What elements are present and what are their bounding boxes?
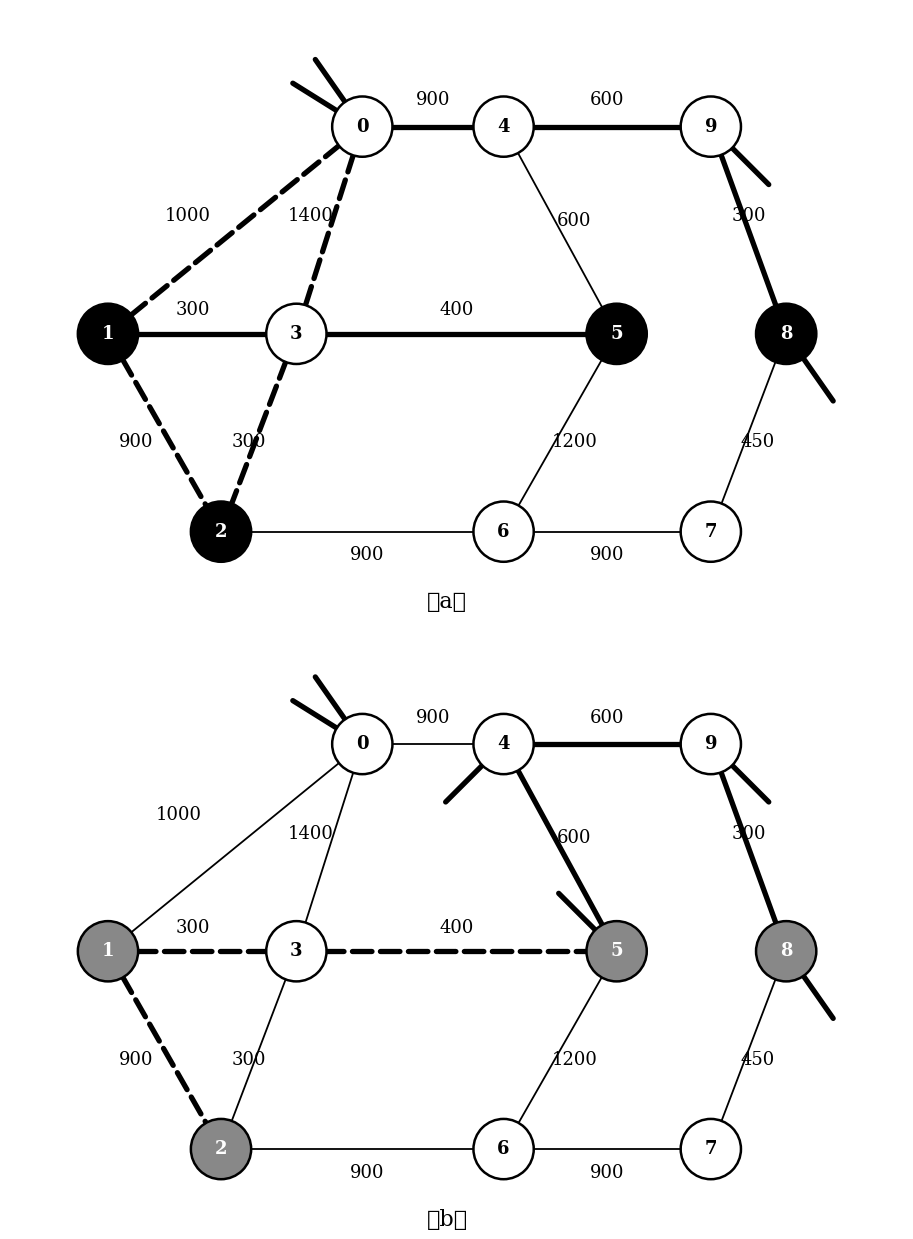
Text: 4: 4 [498,118,509,135]
Text: 600: 600 [557,212,592,229]
Circle shape [681,502,741,561]
Text: 600: 600 [590,92,624,109]
Circle shape [474,502,534,561]
Text: 5: 5 [610,325,623,343]
Text: （a）: （a） [427,591,467,613]
Text: 300: 300 [175,918,210,937]
Text: 900: 900 [119,434,153,451]
Text: 1000: 1000 [165,207,211,225]
Text: 900: 900 [350,1163,384,1182]
Text: 3: 3 [290,325,302,343]
Text: 1400: 1400 [288,824,333,843]
Circle shape [681,714,741,774]
Text: 1: 1 [101,325,114,343]
Text: 300: 300 [232,434,267,451]
Circle shape [191,502,251,561]
Text: 600: 600 [590,709,624,726]
Circle shape [756,304,816,364]
Text: 8: 8 [780,943,792,960]
Text: 1000: 1000 [155,805,202,824]
Text: 9: 9 [705,118,717,135]
Text: 1400: 1400 [288,207,333,225]
Text: 900: 900 [590,1163,624,1182]
Circle shape [586,304,646,364]
Text: 0: 0 [356,735,369,753]
Circle shape [474,1119,534,1180]
Circle shape [267,921,327,981]
Text: 900: 900 [119,1051,153,1068]
Text: 7: 7 [705,1140,717,1158]
Text: 300: 300 [731,207,766,225]
Text: 5: 5 [610,943,623,960]
Text: 2: 2 [215,1140,227,1158]
Text: 8: 8 [780,325,792,343]
Circle shape [332,714,393,774]
Text: 0: 0 [356,118,369,135]
Text: 1200: 1200 [551,1051,597,1068]
Circle shape [681,1119,741,1180]
Text: 400: 400 [439,918,474,937]
Text: 9: 9 [705,735,717,753]
Circle shape [78,921,138,981]
Text: 6: 6 [498,1140,509,1158]
Text: 3: 3 [290,943,302,960]
Circle shape [474,714,534,774]
Circle shape [756,921,816,981]
Text: 300: 300 [232,1051,267,1068]
Text: 900: 900 [350,546,384,564]
Text: （b）: （b） [426,1209,467,1230]
Text: 400: 400 [439,301,474,320]
Text: 450: 450 [740,1051,775,1068]
Circle shape [681,97,741,157]
Text: 900: 900 [415,709,450,726]
Circle shape [586,921,646,981]
Text: 300: 300 [175,301,210,320]
Text: 300: 300 [731,824,766,843]
Text: 1200: 1200 [551,434,597,451]
Text: 900: 900 [590,546,624,564]
Text: 450: 450 [740,434,775,451]
Circle shape [332,97,393,157]
Text: 4: 4 [498,735,509,753]
Text: 2: 2 [215,523,227,540]
Circle shape [78,304,138,364]
Text: 7: 7 [705,523,717,540]
Circle shape [474,97,534,157]
Text: 900: 900 [415,92,450,109]
Circle shape [191,1119,251,1180]
Circle shape [267,304,327,364]
Text: 6: 6 [498,523,509,540]
Text: 1: 1 [101,943,114,960]
Text: 600: 600 [557,829,592,847]
